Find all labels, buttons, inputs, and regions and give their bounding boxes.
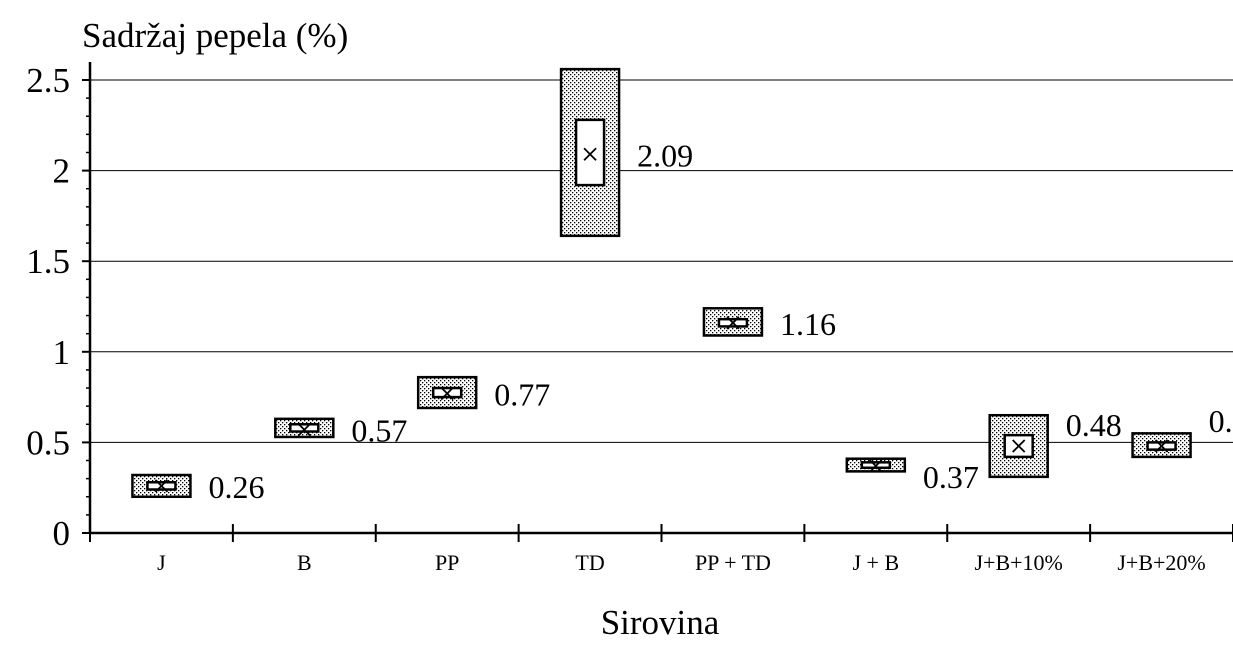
outer-box <box>702 307 764 337</box>
mean-value-label: 0.37 <box>923 459 979 495</box>
x-tick-label: J <box>157 550 166 575</box>
mean-marker <box>440 386 454 401</box>
outer-box <box>988 413 1049 479</box>
y-tick-label: 1 <box>53 333 71 372</box>
mean-marker <box>154 479 169 493</box>
mean-value-label: 1.16 <box>780 306 836 342</box>
grid-lines <box>90 79 1233 443</box>
labels: 0 0.5 1 1.5 2 2.5 J B PP TD PP + TD J + B J+B+10% J+B… <box>26 61 1233 575</box>
mean-value-label: 0.77 <box>494 376 550 412</box>
inner-box <box>574 118 606 187</box>
mean-marker <box>583 147 597 161</box>
mean-marker <box>1154 439 1169 453</box>
mean-value-label: 0.57 <box>351 413 407 449</box>
y-tick-label: 2.5 <box>26 61 70 100</box>
y-tick-label: 0.5 <box>26 423 70 462</box>
x-tick-label: J+B+10% <box>974 550 1062 575</box>
x-tick-label: TD <box>575 550 604 575</box>
y-axis-title: Sadržaj pepela (%) <box>82 16 348 55</box>
x-tick-label: B <box>297 550 312 575</box>
mean-marker <box>869 459 883 473</box>
boxes <box>131 67 1192 499</box>
y-tick-label: 0 <box>53 514 71 553</box>
x-tick-label: J+B+20% <box>1117 550 1205 575</box>
axes <box>82 62 1233 542</box>
mean-value-label: 0.48 <box>1066 407 1122 443</box>
mean-value-label: 0.26 <box>208 469 264 505</box>
mean-value-label: 0.48 <box>1209 403 1233 439</box>
mean-value-label: 2.09 <box>637 137 693 173</box>
inner-box <box>289 423 320 433</box>
mean-marker <box>1012 439 1026 453</box>
x-tick-label: PP + TD <box>695 550 771 575</box>
mean-marker <box>726 316 740 330</box>
x-tick-label: J + B <box>852 550 899 575</box>
outer-box <box>559 67 621 238</box>
x-tick-label: PP <box>435 550 459 575</box>
x-axis-title: Sirovina <box>601 603 720 642</box>
y-tick-label: 1.5 <box>26 242 70 281</box>
y-tick-label: 2 <box>53 152 71 191</box>
mean-marker <box>297 423 311 437</box>
